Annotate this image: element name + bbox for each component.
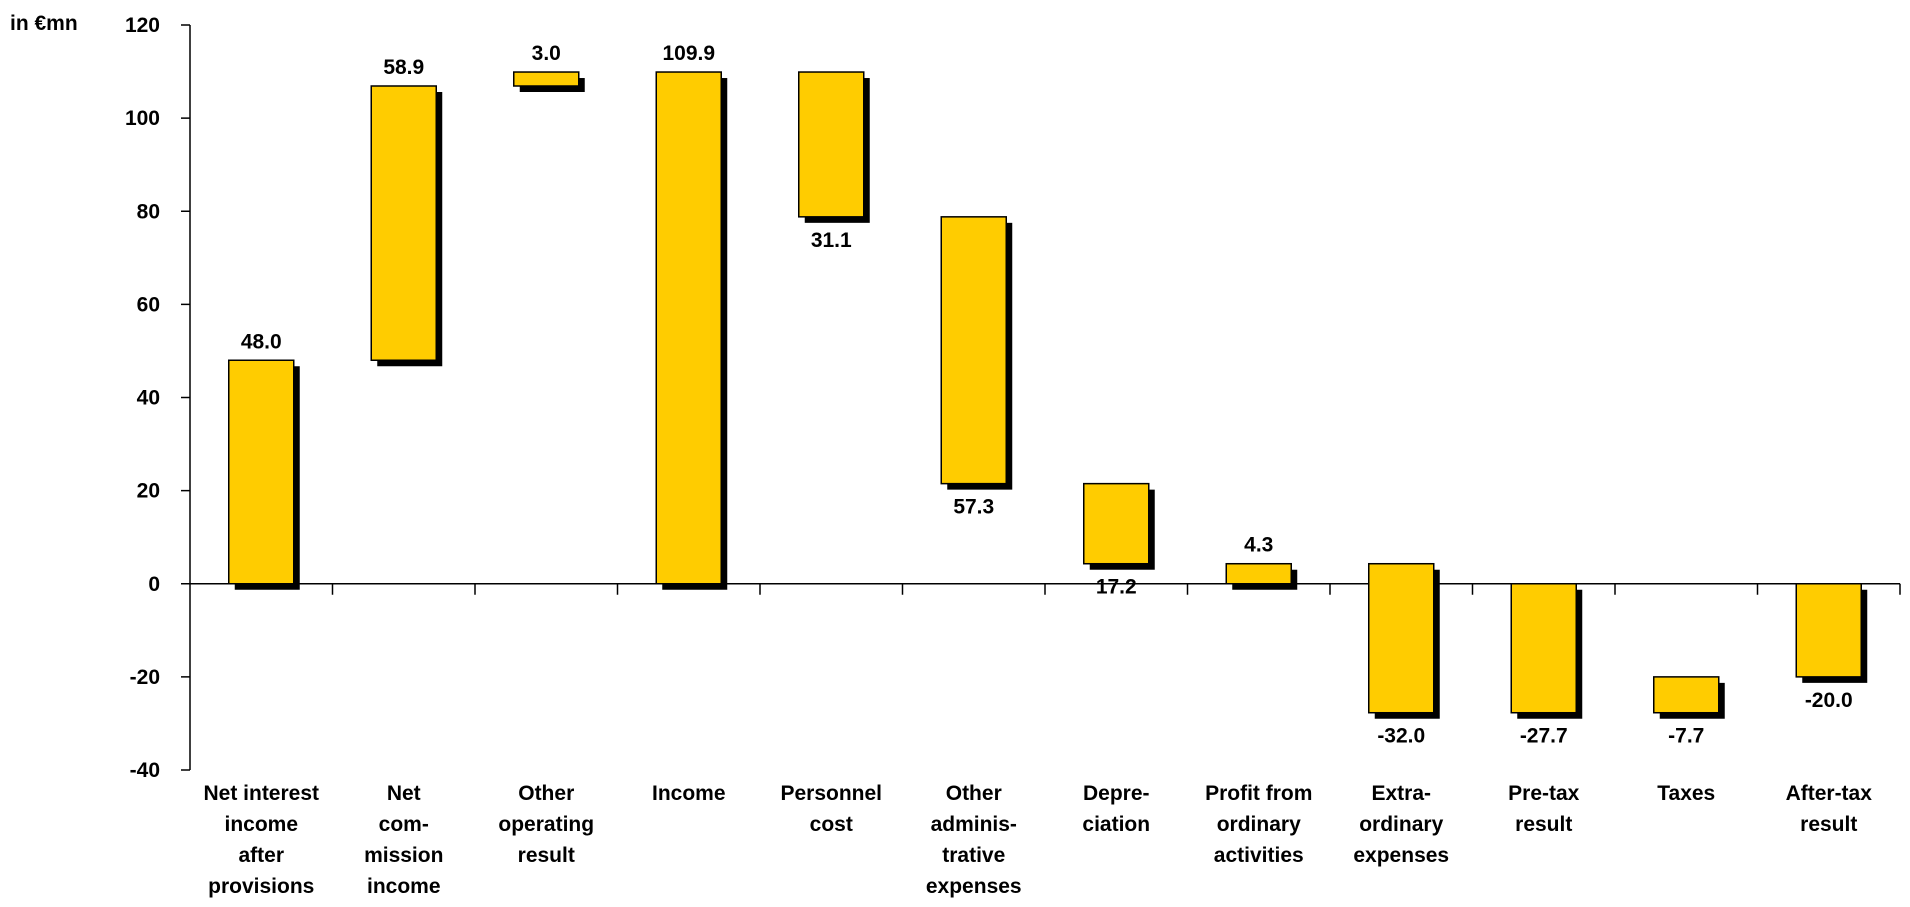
data-label: 109.9 bbox=[662, 42, 715, 65]
bar bbox=[370, 85, 437, 361]
category-label: mission bbox=[364, 844, 443, 867]
data-label: 3.0 bbox=[532, 42, 561, 65]
category-label: result bbox=[518, 844, 575, 867]
data-label: -20.0 bbox=[1805, 689, 1853, 712]
category-label: provisions bbox=[208, 875, 314, 898]
category-label: Other bbox=[518, 782, 574, 805]
category-label: expenses bbox=[1353, 844, 1449, 867]
y-tick-label: 0 bbox=[148, 573, 160, 596]
category-label: ordinary bbox=[1217, 813, 1301, 836]
data-label: 4.3 bbox=[1244, 534, 1273, 557]
bar bbox=[798, 71, 865, 218]
category-label: Other bbox=[946, 782, 1002, 805]
category-labels: Net interest income after provisions Net com-… bbox=[203, 782, 1872, 898]
axes: 120 100 80 60 40 20 0 -20 -40 bbox=[125, 14, 1901, 782]
data-labels: 48.0 58.9 3.0 109.9 31.1 57.3 17.2 4.3 -32.0 -27.… bbox=[241, 42, 1853, 748]
category-label: Extra- bbox=[1371, 782, 1431, 805]
bar bbox=[1225, 562, 1292, 585]
category-label: after bbox=[238, 844, 284, 867]
data-label: -27.7 bbox=[1520, 725, 1568, 748]
category-label: trative bbox=[942, 844, 1005, 867]
bar bbox=[513, 71, 580, 87]
category-label: com- bbox=[379, 813, 429, 836]
data-label: 58.9 bbox=[383, 56, 424, 79]
category-label: cost bbox=[810, 813, 853, 836]
data-label: 48.0 bbox=[241, 330, 282, 353]
category-label: operating bbox=[498, 813, 594, 836]
data-label: 57.3 bbox=[953, 496, 994, 519]
category-label: Profit from bbox=[1205, 782, 1312, 805]
category-label: expenses bbox=[926, 875, 1022, 898]
data-label: -32.0 bbox=[1377, 725, 1425, 748]
data-label: 31.1 bbox=[811, 229, 852, 252]
y-tick-label: -40 bbox=[130, 759, 160, 782]
category-label: income bbox=[224, 813, 298, 836]
data-label: 17.2 bbox=[1096, 576, 1137, 599]
category-label: Net interest bbox=[203, 782, 319, 805]
category-label: After-tax bbox=[1786, 782, 1873, 805]
data-label: -7.7 bbox=[1668, 725, 1704, 748]
category-label: Taxes bbox=[1657, 782, 1715, 805]
category-label: Net bbox=[387, 782, 421, 805]
y-tick-label: 20 bbox=[137, 480, 160, 503]
category-label: Income bbox=[652, 782, 726, 805]
y-tick-label: 60 bbox=[137, 293, 160, 316]
category-label: Personnel bbox=[780, 782, 882, 805]
category-label: ciation bbox=[1082, 813, 1150, 836]
bar bbox=[655, 71, 722, 585]
category-label: adminis- bbox=[931, 813, 1017, 836]
y-tick-label: 120 bbox=[125, 14, 160, 37]
category-label: Pre-tax bbox=[1508, 782, 1580, 805]
bar bbox=[1083, 482, 1150, 565]
bar bbox=[940, 216, 1007, 485]
category-label: income bbox=[367, 875, 441, 898]
bar bbox=[1653, 676, 1720, 714]
y-tick-label: 80 bbox=[137, 200, 160, 223]
category-label: result bbox=[1515, 813, 1572, 836]
category-label: result bbox=[1800, 813, 1857, 836]
category-label: activities bbox=[1214, 844, 1304, 867]
bar bbox=[228, 359, 295, 585]
y-axis-label: in €mn bbox=[10, 12, 78, 35]
bar bbox=[1795, 583, 1862, 678]
category-label: Depre- bbox=[1083, 782, 1150, 805]
y-tick-label: -20 bbox=[130, 666, 160, 689]
bars bbox=[228, 71, 1868, 719]
bar bbox=[1510, 583, 1577, 714]
category-label: ordinary bbox=[1359, 813, 1443, 836]
y-tick-label: 100 bbox=[125, 107, 160, 130]
bar bbox=[1368, 562, 1435, 714]
y-tick-label: 40 bbox=[137, 387, 160, 410]
